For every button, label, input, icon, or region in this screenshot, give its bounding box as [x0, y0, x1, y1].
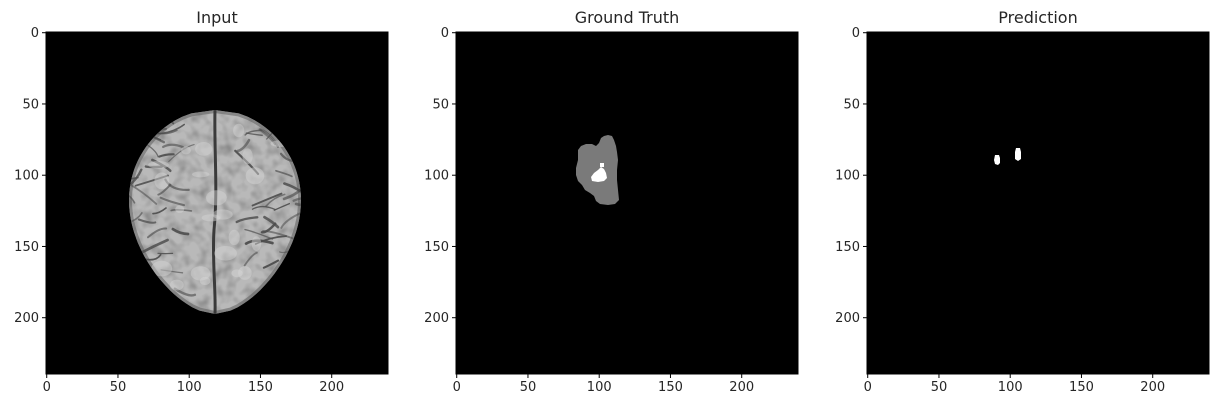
prediction-blob-right — [1015, 148, 1021, 161]
x-ticks: 0 50 100 150 200 — [43, 374, 344, 395]
y-tick-label: 150 — [14, 240, 39, 255]
x-tick-label: 150 — [1069, 380, 1094, 395]
y-tick-label: 50 — [432, 97, 449, 112]
x-tick-label: 150 — [658, 380, 683, 395]
panel-title: Prediction — [998, 8, 1077, 27]
x-tick-label: 150 — [248, 380, 273, 395]
x-tick-label: 50 — [931, 380, 948, 395]
x-tick-label: 200 — [319, 380, 344, 395]
y-tick-label: 100 — [14, 169, 39, 184]
x-tick-label: 100 — [998, 380, 1023, 395]
x-tick-label: 0 — [864, 380, 872, 395]
tumor-core — [591, 167, 607, 182]
panel-title: Ground Truth — [575, 8, 680, 27]
x-ticks: 0 50 100 150 200 — [864, 374, 1165, 395]
panel-prediction: Prediction 0 50 100 150 200 0 50 100 150 200 — [835, 8, 1210, 395]
panel-input: Input 0 50 100 150 200 0 50 100 150 200 — [14, 8, 389, 395]
tumor-region — [576, 135, 619, 205]
y-tick-label: 100 — [424, 169, 449, 184]
y-ticks: 0 50 100 150 200 — [14, 26, 46, 326]
y-tick-label: 200 — [14, 311, 39, 326]
panel-title: Input — [196, 8, 237, 27]
tumor-core-fragment — [600, 163, 604, 167]
prediction-blob-left — [994, 155, 1000, 165]
y-tick-label: 150 — [424, 240, 449, 255]
image-area — [867, 32, 1209, 374]
y-tick-label: 50 — [22, 97, 39, 112]
y-tick-label: 0 — [31, 26, 39, 41]
tumor-mask — [576, 135, 619, 205]
y-tick-label: 0 — [852, 26, 860, 41]
y-tick-label: 200 — [424, 311, 449, 326]
x-tick-label: 50 — [520, 380, 537, 395]
y-ticks: 0 50 100 150 200 — [835, 26, 867, 326]
x-tick-label: 200 — [1140, 380, 1165, 395]
y-tick-label: 0 — [441, 26, 449, 41]
y-tick-label: 50 — [843, 97, 860, 112]
x-tick-label: 0 — [43, 380, 51, 395]
axes-frame — [866, 31, 1210, 375]
axes-frame — [45, 31, 389, 375]
x-tick-label: 50 — [110, 380, 127, 395]
panel-ground-truth: Ground Truth 0 50 100 150 200 0 50 100 150 200 — [424, 8, 799, 395]
y-tick-label: 100 — [835, 169, 860, 184]
y-ticks: 0 50 100 150 200 — [424, 26, 456, 326]
y-tick-label: 150 — [835, 240, 860, 255]
y-tick-label: 200 — [835, 311, 860, 326]
x-tick-label: 200 — [729, 380, 754, 395]
x-ticks: 0 50 100 150 200 — [453, 374, 754, 395]
x-tick-label: 100 — [587, 380, 612, 395]
x-tick-label: 0 — [453, 380, 461, 395]
prediction-mask — [994, 148, 1021, 165]
image-area — [456, 32, 798, 374]
axes-frame — [455, 31, 799, 375]
x-tick-label: 100 — [177, 380, 202, 395]
